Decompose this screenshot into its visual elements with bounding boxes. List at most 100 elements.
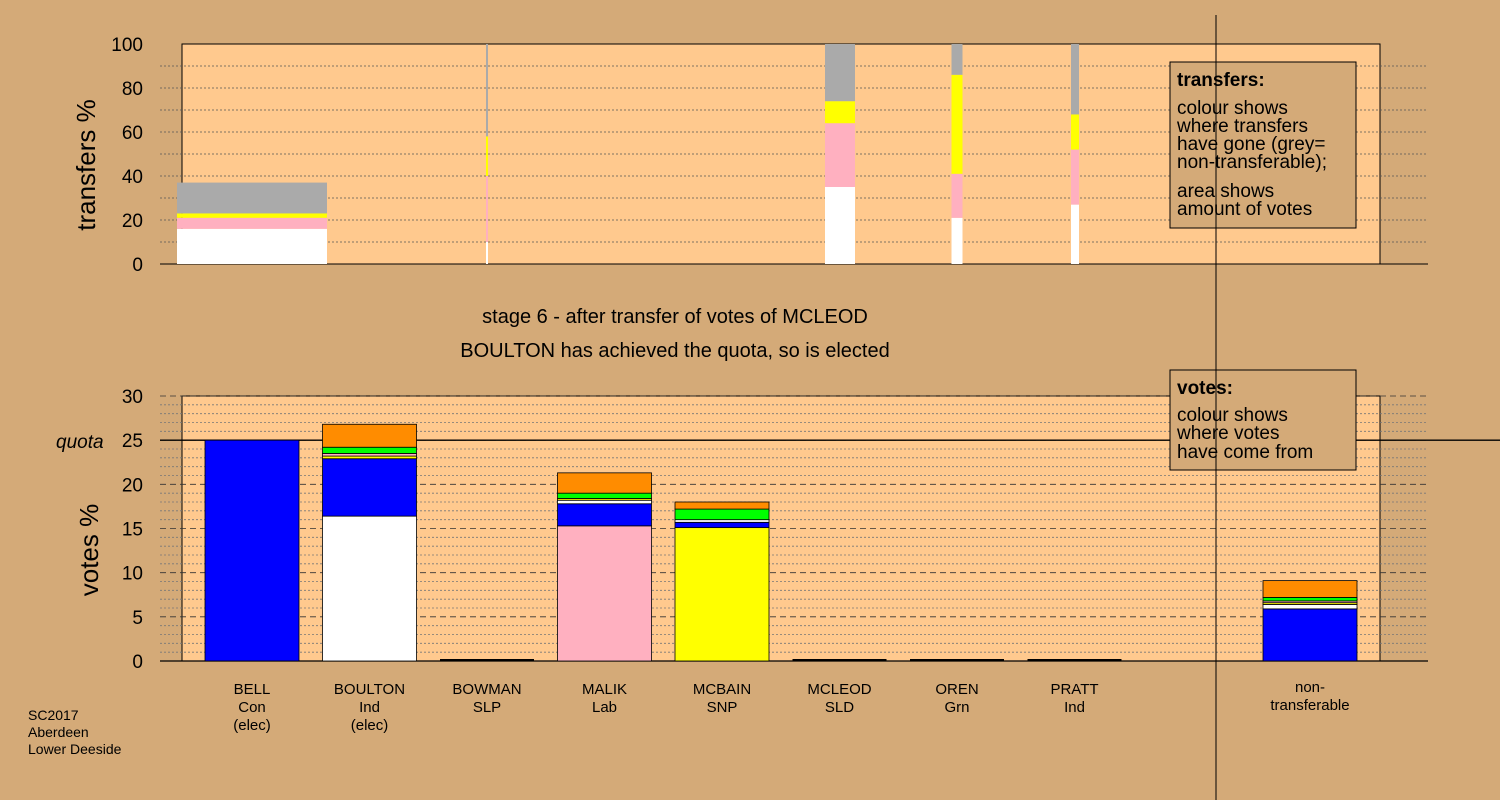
transfer-segment-bowman-snp — [486, 136, 488, 176]
candidate-name: MALIK — [582, 681, 627, 698]
transfer-segment-pratt-lab — [1071, 149, 1079, 205]
votes-box-line-3: have come from — [1177, 442, 1313, 463]
transfer-segment-mcleod-ind — [825, 187, 855, 264]
transfers-y-ticks: 0 20 40 60 80 100 — [111, 35, 143, 276]
vote-segment-malik-lab — [557, 525, 652, 662]
transfers-box-line-1: colour shows — [1177, 98, 1288, 119]
transfer-segment-bowman-lab — [486, 176, 488, 242]
vote-segment-boulton-ind — [322, 515, 417, 662]
candidate-party: SNP — [707, 699, 738, 716]
transfer-segment-oren-ind — [951, 217, 963, 264]
votes-y-tick-label: 20 — [122, 475, 143, 496]
vote-segment-boulton-con — [322, 458, 417, 517]
stage-outcome: BOULTON has achieved the quota, so is el… — [460, 340, 890, 362]
footer-council: Aberdeen — [28, 724, 89, 740]
transfers-box-frame — [1169, 61, 1357, 229]
transfer-segment-oren-nontransferable — [951, 44, 963, 75]
candidate-party: Ind — [359, 699, 380, 716]
transfer-segment-mcleod-lab — [825, 123, 855, 187]
vote-segment-nontransferable-ind — [1262, 604, 1358, 610]
transfer-segment-mcleod-nontransferable — [825, 44, 855, 102]
transfers-box-title: transfers: — [1177, 70, 1265, 91]
candidate-name: BELL — [234, 681, 271, 698]
transfers-y-tick-label: 80 — [122, 79, 143, 100]
transfer-segment-oren-lab — [951, 173, 963, 218]
candidate-name: BOWMAN — [452, 681, 521, 698]
votes-box-line-1: colour shows — [1177, 405, 1288, 426]
transfers-y-tick-label: 20 — [122, 211, 143, 232]
transfers-box-line-6: amount of votes — [1177, 199, 1312, 220]
vote-segment-malik-grn — [557, 492, 652, 499]
vote-segment-boulton-grn — [322, 446, 417, 454]
votes-box-line-2: where votes — [1176, 423, 1279, 444]
vote-segment-bell-con — [204, 439, 300, 662]
votes-legend-box: votes: colour shows where votes have com… — [1169, 369, 1357, 471]
footer-election: SC2017 — [28, 707, 79, 723]
votes-y-tick-label: 25 — [122, 431, 143, 452]
candidate-status: (elec) — [233, 717, 271, 734]
vote-segment-mcbain-grn — [674, 508, 770, 521]
vote-segment-nontransferable-sld — [1262, 580, 1358, 598]
vote-segment-mcbain-sld — [674, 501, 770, 510]
candidate-status: (elec) — [351, 717, 389, 734]
candidate-party: Ind — [1064, 699, 1085, 716]
votes-y-tick-label: 0 — [132, 652, 143, 673]
votes-box-frame — [1169, 369, 1357, 471]
candidate-party: SLP — [473, 699, 501, 716]
transfers-bars — [177, 44, 1079, 264]
votes-y-ticks: 0 5 10 15 20 25 30 — [122, 387, 143, 673]
votes-y-axis-title: votes % — [74, 504, 104, 597]
footer: SC2017 Aberdeen Lower Deeside — [28, 707, 122, 757]
transfer-segment-pratt-ind — [1071, 204, 1079, 264]
transfer-segment-mcleod-snp — [825, 101, 855, 124]
vote-segment-nontransferable-grn — [1262, 597, 1358, 602]
transfers-box-line-3: have gone (grey= — [1177, 134, 1325, 155]
quota-label: quota — [56, 432, 104, 453]
nontransferable-label: transferable — [1270, 697, 1349, 714]
candidate-name: BOULTON — [334, 681, 405, 698]
vote-segment-nontransferable-con — [1262, 608, 1358, 662]
candidate-name: PRATT — [1050, 681, 1098, 698]
transfers-box-line-2: where transfers — [1176, 116, 1308, 137]
transfers-legend-box: transfers: colour shows where transfers … — [1169, 61, 1357, 229]
transfer-segment-pratt-snp — [1071, 114, 1079, 150]
votes-box-title: votes: — [1177, 378, 1233, 399]
transfers-y-tick-label: 100 — [111, 35, 143, 56]
transfer-segment-bell-nontransferable — [177, 182, 327, 214]
candidate-party: SLD — [825, 699, 854, 716]
transfers-box-line-4: non-transferable); — [1177, 152, 1327, 173]
votes-y-tick-label: 15 — [122, 520, 143, 541]
votes-y-tick-label: 5 — [132, 608, 143, 629]
nontransferable-label: non- — [1295, 679, 1325, 696]
candidate-party: Con — [238, 699, 266, 716]
transfers-y-axis-title: transfers % — [71, 99, 101, 231]
vote-segment-malik-con — [557, 503, 652, 527]
votes-y-tick-label: 30 — [122, 387, 143, 408]
transfer-segment-bell-ind — [177, 228, 327, 264]
candidate-name: MCBAIN — [693, 681, 751, 698]
transfer-segment-oren-snp — [951, 74, 963, 174]
candidate-party: Grn — [944, 699, 969, 716]
transfers-y-tick-label: 40 — [122, 167, 143, 188]
transfers-y-tick-label: 0 — [132, 255, 143, 276]
votes-bars — [204, 423, 1358, 662]
vote-segment-malik-ind — [557, 499, 652, 505]
transfer-segment-pratt-nontransferable — [1071, 44, 1079, 115]
transfer-segment-bowman-nontransferable — [486, 44, 488, 137]
vote-segment-mcbain-con — [674, 521, 770, 529]
vote-segment-boulton-sld — [322, 423, 417, 448]
vote-segment-malik-sld — [557, 472, 652, 494]
vote-segment-mcbain-snp — [674, 527, 770, 662]
transfer-segment-bowman-ind — [486, 242, 488, 264]
candidate-name: OREN — [935, 681, 978, 698]
stage-description: stage 6 - after transfer of votes of MCL… — [482, 306, 868, 328]
candidate-name: MCLEOD — [807, 681, 871, 698]
transfer-segment-bell-lab — [177, 217, 327, 229]
transfer-segment-bell-snp — [177, 213, 327, 218]
footer-ward: Lower Deeside — [28, 741, 122, 757]
candidate-party: Lab — [592, 699, 617, 716]
votes-y-tick-label: 10 — [122, 564, 143, 585]
candidate-labels: BELLCon(elec)BOULTONInd(elec)BOWMANSLPMA… — [233, 679, 1349, 734]
transfers-y-tick-label: 60 — [122, 123, 143, 144]
